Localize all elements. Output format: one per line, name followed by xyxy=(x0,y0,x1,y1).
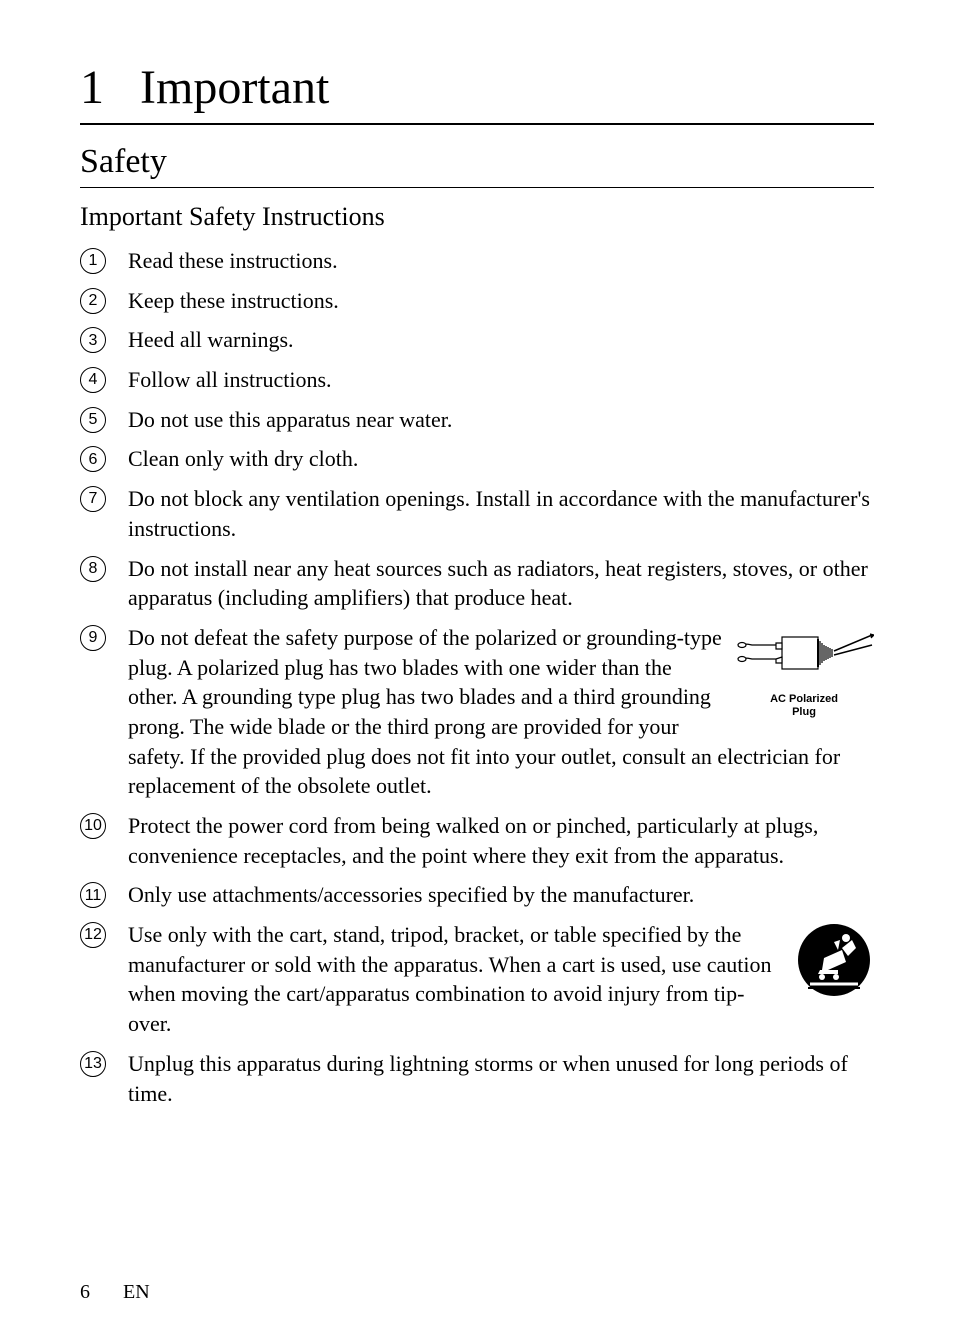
instruction-number: 4 xyxy=(80,367,106,393)
instruction-number: 11 xyxy=(80,882,106,908)
instruction-number: 1 xyxy=(80,248,106,274)
instruction-text: Only use attachments/accessories specifi… xyxy=(128,880,874,910)
instruction-text: Read these instructions. xyxy=(128,246,874,276)
instruction-number: 5 xyxy=(80,407,106,433)
section-title: Safety xyxy=(80,143,874,188)
instruction-item: 5 Do not use this apparatus near water. xyxy=(80,405,874,435)
instruction-item: 3 Heed all warnings. xyxy=(80,325,874,355)
instruction-number: 10 xyxy=(80,813,106,839)
instruction-item: 6 Clean only with dry cloth. xyxy=(80,444,874,474)
instruction-text: Do not install near any heat sources suc… xyxy=(128,554,874,613)
instruction-text: Do not block any ventilation openings. I… xyxy=(128,484,874,543)
instruction-text: Heed all warnings. xyxy=(128,325,874,355)
instruction-number: 9 xyxy=(80,625,106,651)
chapter-number: 1 xyxy=(80,61,104,114)
instruction-text: Clean only with dry cloth. xyxy=(128,444,874,474)
instruction-number: 12 xyxy=(80,922,106,948)
page-footer: 6 EN xyxy=(80,1281,150,1304)
instruction-text: Use only with the cart, stand, tripod, b… xyxy=(128,920,874,1039)
instruction-item: 9 AC PolarizedPlugDo not defeat the safe… xyxy=(80,623,874,801)
instruction-text: Follow all instructions. xyxy=(128,365,874,395)
instruction-text: Do not use this apparatus near water. xyxy=(128,405,874,435)
cart-tipover-icon xyxy=(794,920,874,1000)
instruction-item: 13 Unplug this apparatus during lightning… xyxy=(80,1049,874,1108)
plug-figure: AC PolarizedPlug xyxy=(734,623,874,719)
ac-plug-icon xyxy=(734,623,874,683)
instruction-item: 11 Only use attachments/accessories speci… xyxy=(80,880,874,910)
chapter-name: Important xyxy=(140,61,329,114)
instruction-number: 3 xyxy=(80,327,106,353)
instruction-number: 8 xyxy=(80,556,106,582)
chapter-title: 1 Important xyxy=(80,60,874,125)
plug-label: AC PolarizedPlug xyxy=(734,693,874,719)
instruction-item: 12 Use only with the cart, stand, tripod… xyxy=(80,920,874,1039)
language-code: EN xyxy=(123,1281,150,1303)
instruction-item: 1 Read these instructions. xyxy=(80,246,874,276)
instruction-item: 7 Do not block any ventilation openings. … xyxy=(80,484,874,543)
instruction-item: 2 Keep these instructions. xyxy=(80,286,874,316)
instruction-text: Keep these instructions. xyxy=(128,286,874,316)
page-number: 6 xyxy=(80,1281,90,1303)
instruction-text: Protect the power cord from being walked… xyxy=(128,811,874,870)
instruction-item: 10 Protect the power cord from being walk… xyxy=(80,811,874,870)
instruction-item: 4 Follow all instructions. xyxy=(80,365,874,395)
instruction-number: 2 xyxy=(80,288,106,314)
instruction-item: 8 Do not install near any heat sources su… xyxy=(80,554,874,613)
instruction-number: 7 xyxy=(80,486,106,512)
subsection-title: Important Safety Instructions xyxy=(80,202,874,232)
cart-figure xyxy=(794,920,874,1008)
instruction-number: 6 xyxy=(80,446,106,472)
instruction-text: AC PolarizedPlugDo not defeat the safety… xyxy=(128,623,874,801)
instruction-number: 13 xyxy=(80,1051,106,1077)
instruction-list: 1 Read these instructions. 2 Keep these ins… xyxy=(80,246,874,1108)
instruction-text: Unplug this apparatus during lightning s… xyxy=(128,1049,874,1108)
